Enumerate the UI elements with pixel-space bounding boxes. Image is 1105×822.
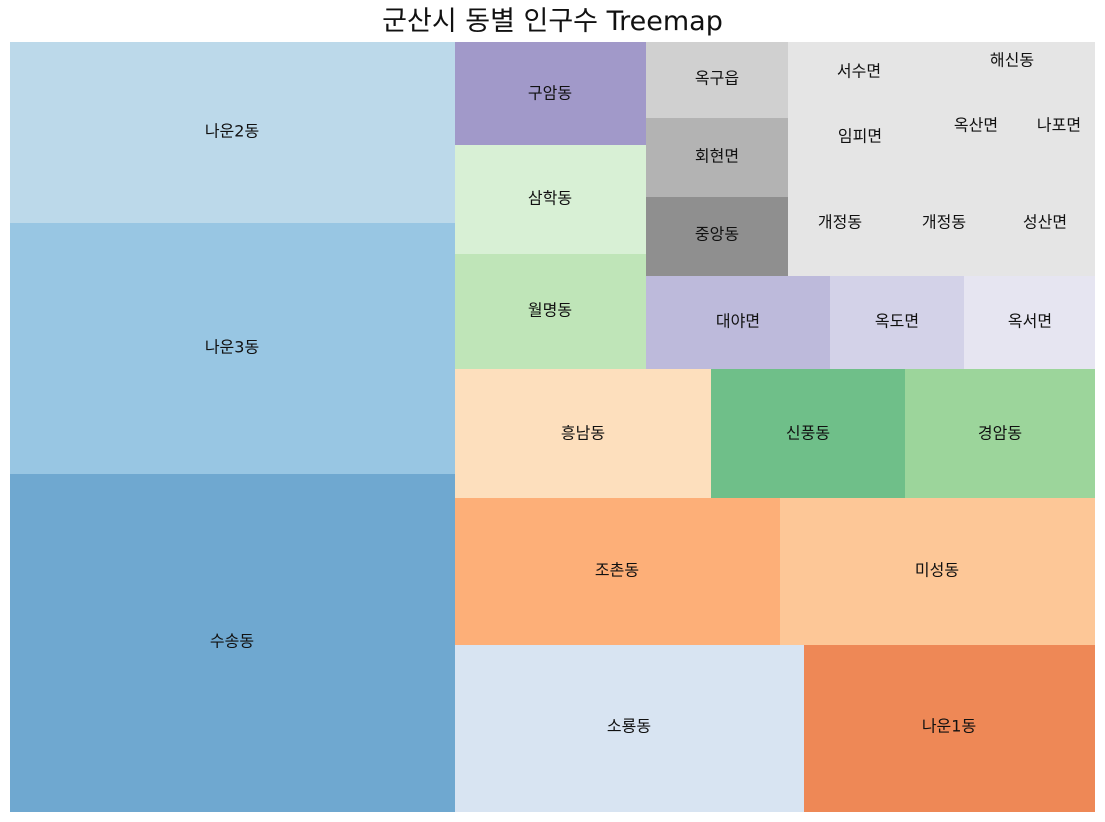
treemap-cell-label: 대야면	[716, 312, 760, 331]
treemap-cell-label: 나운1동	[922, 717, 976, 736]
treemap-cell	[646, 276, 830, 369]
treemap-cell	[905, 369, 1095, 498]
treemap-cell	[830, 276, 964, 369]
treemap-cell	[455, 645, 804, 812]
treemap-cell-label: 구암동	[528, 84, 572, 103]
treemap-cell-label: 개정동	[818, 213, 862, 232]
treemap-cell	[455, 42, 646, 145]
treemap-cells	[10, 42, 1095, 812]
treemap-cell-label: 성산면	[1023, 213, 1067, 232]
treemap-cell	[455, 498, 780, 645]
treemap-cell-label: 나운3동	[205, 338, 259, 357]
treemap-cell	[455, 254, 646, 369]
treemap-cell	[10, 223, 455, 474]
treemap-cell-label: 삼학동	[528, 189, 572, 208]
treemap-cell-label: 회현면	[695, 147, 739, 166]
treemap-cell-label: 조촌동	[595, 561, 639, 580]
treemap-cell-label: 미성동	[915, 561, 959, 580]
treemap-cell	[711, 369, 905, 498]
treemap-cell-label: 수송동	[210, 632, 254, 651]
treemap-cell-label: 임피면	[838, 127, 882, 146]
treemap-cell	[780, 498, 1095, 645]
treemap-cell-label: 소룡동	[607, 717, 651, 736]
chart-title: 군산시 동별 인구수 Treemap	[382, 6, 723, 37]
treemap-cell	[455, 145, 646, 254]
treemap-cell-label: 해신동	[990, 51, 1034, 70]
treemap-cell	[10, 474, 455, 812]
treemap-cell-label: 개정동	[922, 213, 966, 232]
treemap-cell-label: 흥남동	[561, 424, 605, 443]
treemap-cell-label: 신풍동	[786, 424, 830, 443]
treemap-cell	[646, 42, 788, 118]
treemap-cell	[646, 118, 788, 197]
treemap-cell-label: 옥도면	[875, 312, 919, 331]
treemap-cell-label: 나운2동	[205, 122, 259, 141]
treemap-cell-label: 월명동	[528, 301, 572, 320]
treemap-cell	[964, 276, 1095, 369]
treemap-cell-label: 경암동	[978, 424, 1022, 443]
treemap-cell-label: 옥구읍	[695, 69, 739, 88]
treemap-cell	[10, 42, 455, 223]
treemap-cell-small-group	[788, 42, 1095, 276]
treemap-cell	[455, 369, 711, 498]
treemap-cell	[646, 197, 788, 276]
treemap-cell-label: 나포면	[1037, 116, 1081, 135]
treemap-cell-label: 서수면	[837, 62, 881, 81]
treemap-cell	[804, 645, 1095, 812]
treemap-cell-label: 중앙동	[695, 225, 739, 244]
treemap-cell-label: 옥서면	[1008, 312, 1052, 331]
treemap-cell-label: 옥산면	[954, 116, 998, 135]
